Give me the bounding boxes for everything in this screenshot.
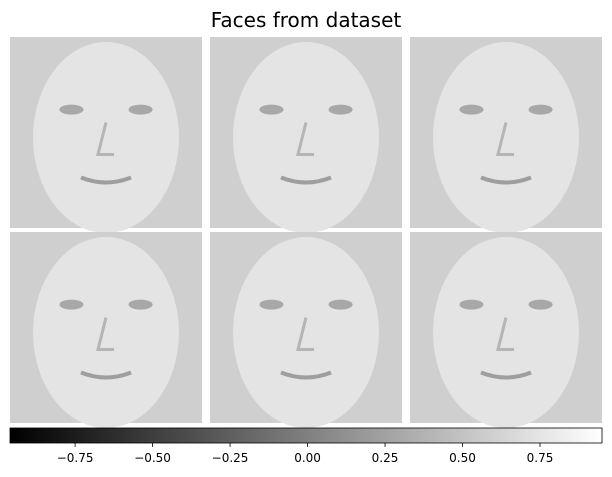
nose	[96, 122, 114, 156]
mouth	[280, 175, 332, 185]
eye	[59, 299, 84, 310]
face-shape	[433, 237, 579, 428]
tick-label: −0.75	[57, 451, 94, 465]
eye	[328, 299, 353, 310]
eye	[259, 104, 284, 115]
eye	[128, 104, 153, 115]
tick-label: 0.25	[372, 451, 399, 465]
eye	[128, 299, 153, 310]
tick-label: 0.50	[449, 451, 476, 465]
face-shape	[33, 42, 179, 233]
eye	[528, 299, 553, 310]
face-shape	[233, 42, 379, 233]
mouth	[480, 175, 532, 185]
eye	[328, 104, 353, 115]
tick-label: 0.00	[294, 451, 321, 465]
eye	[528, 104, 553, 115]
mouth	[80, 175, 132, 185]
face-shape	[33, 237, 179, 428]
face-shape	[433, 42, 579, 233]
mouth	[80, 370, 132, 380]
chart-title: Faces from dataset	[211, 8, 402, 32]
tick-label: −0.25	[212, 451, 249, 465]
tick-label: −0.50	[134, 451, 171, 465]
face-shape	[233, 237, 379, 428]
mouth	[280, 370, 332, 380]
colorbar	[9, 427, 603, 444]
nose	[496, 122, 514, 156]
nose	[296, 317, 314, 351]
eye	[459, 299, 484, 310]
eye	[459, 104, 484, 115]
nose	[496, 317, 514, 351]
nose	[296, 122, 314, 156]
nose	[96, 317, 114, 351]
eye	[259, 299, 284, 310]
tick-label: 0.75	[527, 451, 554, 465]
mouth	[480, 370, 532, 380]
eye	[59, 104, 84, 115]
